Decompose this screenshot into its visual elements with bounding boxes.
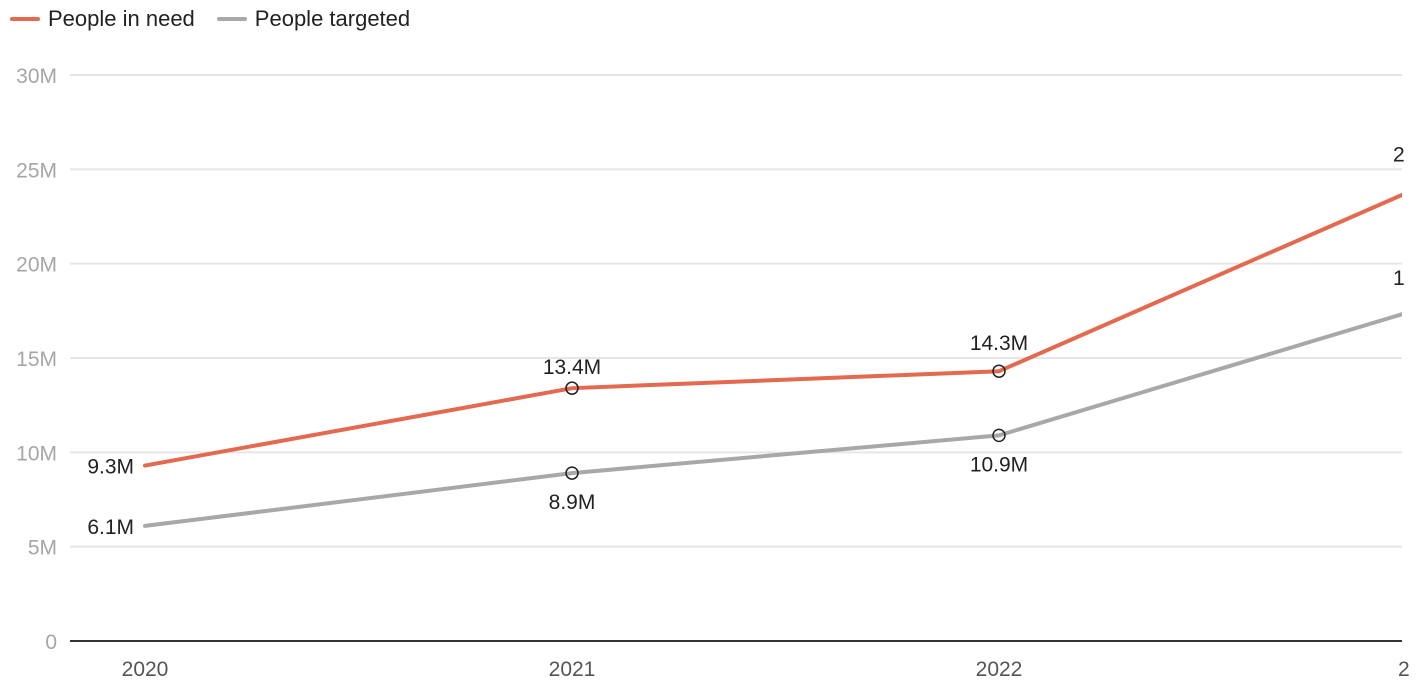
legend-label-people-in-need: People in need [48,6,195,31]
series-layer [143,192,1402,528]
x-tick-label: 2 [1398,658,1410,681]
data-point-people-in-need [992,364,1006,378]
legend-swatch-people-in-need [10,17,40,21]
data-label-people-in-need: 2 [1393,143,1405,166]
data-label-people-in-need: 9.3M [87,456,134,479]
data-label-people-in-need: 13.4M [543,356,601,379]
data-label-people-in-need: 14.3M [970,332,1028,355]
y-tick-label: 0 [45,631,57,654]
grid-layer [70,74,1402,642]
y-tick-label: 30M [16,65,57,88]
data-point-people-targeted [992,428,1006,443]
y-tick-label: 5M [28,537,57,560]
legend-item-people-in-need: People in need [10,6,195,32]
x-tick-label: 2022 [976,658,1023,681]
data-label-people-targeted: 1 [1393,267,1405,290]
data-point-people-in-need [565,381,579,395]
chart-legend: People in need People targeted [10,6,432,32]
data-label-people-targeted: 8.9M [549,491,596,514]
data-label-people-targeted: 6.1M [87,516,134,539]
y-tick-label: 20M [16,254,57,277]
x-tick-label: 2021 [549,658,596,681]
legend-item-people-targeted: People targeted [216,6,411,32]
y-tick-label: 10M [16,442,57,465]
x-tick-label: 2020 [122,658,169,681]
data-point-people-targeted [565,466,579,480]
legend-swatch-people-targeted [216,17,247,21]
series-line-people-in-need [143,192,1402,468]
label-layer: 0 5M 10M 15M 20M 25M 30M 2020 2021 2022 2 9.3M 13.4M… [16,65,1410,681]
y-tick-label: 15M [16,348,57,371]
legend-label-people-targeted: People targeted [254,6,411,31]
series-line-people-targeted [143,312,1402,528]
data-label-people-targeted: 10.9M [970,453,1028,476]
y-tick-label: 25M [16,159,57,182]
